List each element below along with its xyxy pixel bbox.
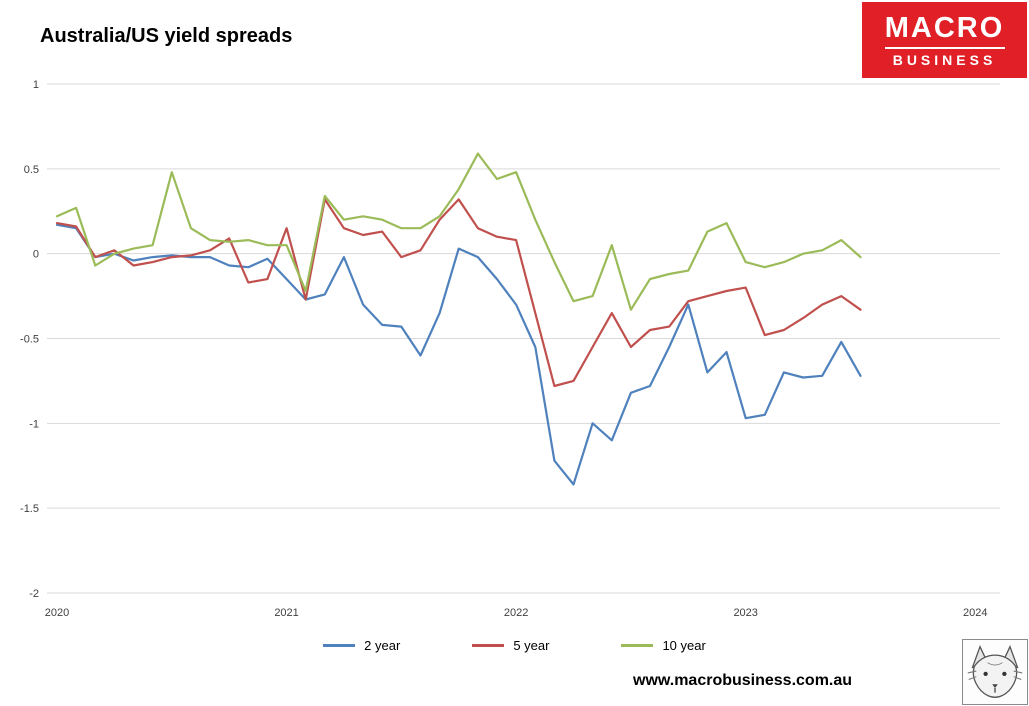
legend-swatch-2-year (323, 644, 356, 647)
y-tick-label: 0 (33, 249, 39, 261)
page-title: Australia/US yield spreads (40, 25, 293, 47)
y-tick-label: -0.5 (20, 334, 39, 346)
x-tick-label: 2021 (274, 607, 298, 619)
y-tick-label: 1 (33, 79, 39, 91)
legend-item-10-year: 10 year (621, 638, 706, 653)
series-line-5-year (55, 198, 862, 388)
website-url: www.macrobusiness.com.au (633, 672, 853, 689)
y-tick-label: -2 (29, 588, 39, 600)
legend-item-2-year: 2 year (323, 638, 400, 653)
legend-label-10-year: 10 year (662, 638, 706, 653)
legend-label-2-year: 2 year (364, 638, 401, 653)
macrobusiness-logo: MACRO BUSINESS (862, 2, 1027, 78)
series-line-10-year (55, 152, 862, 311)
series-line-2-year (55, 223, 862, 486)
x-tick-label: 2024 (963, 607, 987, 619)
y-tick-label: -1 (29, 418, 39, 430)
y-tick-label: -1.5 (20, 503, 39, 515)
y-tick-label: 0.5 (24, 164, 39, 176)
fox-mascot-box (962, 639, 1028, 705)
yield-spreads-chart: 1 0.5 0 -0.5 -1 -1.5 -2 2020 2021 2022 2023 2024 (20, 79, 1000, 619)
legend-item-5-year: 5 year (472, 638, 549, 653)
x-tick-label: 2020 (45, 607, 69, 619)
wolf-fox-sketch-icon (967, 644, 1023, 698)
x-tick-label: 2022 (504, 607, 528, 619)
logo-text-business: BUSINESS (892, 51, 997, 68)
x-tick-label: 2023 (733, 607, 757, 619)
logo-divider (884, 46, 1005, 49)
legend-swatch-5-year (472, 644, 505, 647)
legend-label-5-year: 5 year (513, 638, 550, 653)
logo-text-macro: MACRO (884, 11, 1005, 44)
chart-legend: 2 year 5 year 10 year (0, 638, 1029, 653)
legend-swatch-10-year (621, 644, 654, 647)
